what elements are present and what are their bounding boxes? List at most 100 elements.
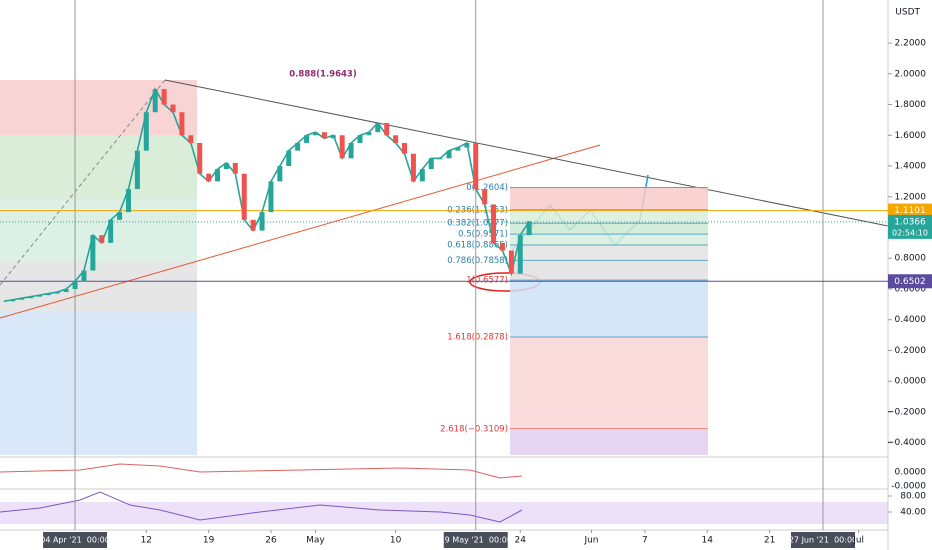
- fib-zone: [510, 223, 708, 235]
- candle: [410, 153, 416, 182]
- x-tick-label: 19: [203, 536, 215, 546]
- price-label: 1.0366: [894, 217, 926, 227]
- fib-zone: [510, 234, 708, 245]
- candle: [206, 173, 212, 182]
- candle: [393, 135, 399, 143]
- candle: [188, 135, 194, 143]
- y-tick-label: −0.4000: [887, 438, 926, 448]
- x-tick-label: 14: [702, 536, 714, 546]
- annotation: 0.888(1.9643): [289, 70, 357, 80]
- candle: [36, 295, 42, 297]
- price-tag: [888, 214, 932, 239]
- y-tick-label: 0.0000: [895, 377, 927, 387]
- candle: [304, 135, 310, 143]
- x-tick-label: Jun: [583, 536, 598, 546]
- candle: [223, 162, 229, 170]
- x-tick-label: 21: [764, 536, 775, 546]
- candle: [277, 166, 283, 182]
- x-label-box: [791, 532, 856, 548]
- oscillator: [0, 463, 523, 479]
- candle: [170, 104, 176, 113]
- x-tick-label: 27 Jun '21 00:00: [789, 536, 857, 545]
- candle: [321, 132, 327, 139]
- candle: [215, 169, 221, 182]
- price-label: 1.1101: [894, 206, 926, 216]
- candle: [482, 189, 488, 205]
- candle: [312, 132, 318, 136]
- fib-zone: [0, 200, 197, 262]
- candle: [517, 235, 523, 274]
- rsi-tick-label: 40.00: [900, 508, 926, 518]
- candle: [250, 219, 256, 231]
- y-tick-label: 0.4000: [895, 315, 927, 325]
- fib-label: 0.382(1.0277): [447, 219, 508, 229]
- currency: USDT: [895, 8, 920, 18]
- x-label-box: [443, 532, 508, 548]
- candle: [99, 235, 105, 243]
- x-tick-label: Jul: [852, 536, 864, 546]
- fib-label: 0(1.2604): [466, 183, 508, 193]
- candle: [428, 158, 434, 170]
- candle: [179, 112, 185, 136]
- candle: [161, 89, 167, 105]
- fib-zone: [0, 312, 197, 455]
- candle: [197, 142, 203, 174]
- candle: [357, 135, 363, 143]
- fib-label: 0.786(0.7858): [447, 256, 508, 266]
- fib-label: 1(0.6577): [466, 276, 508, 286]
- x-tick-label: May: [306, 536, 325, 546]
- rsi: [0, 491, 523, 523]
- candle: [54, 292, 60, 294]
- trendline: [0, 144, 601, 319]
- candle: [348, 142, 354, 159]
- candle: [330, 135, 336, 139]
- price-tag: [888, 274, 932, 289]
- candle: [72, 281, 78, 289]
- rsi-band: [0, 502, 888, 524]
- fib-zone: [510, 280, 708, 337]
- trendline: [164, 79, 889, 227]
- candle: [81, 270, 87, 282]
- candle: [28, 296, 34, 299]
- fib-zone: [510, 244, 708, 261]
- y-tick-label: 2.2000: [895, 39, 927, 49]
- x-tick-label: 24: [515, 536, 527, 546]
- y-tick-label: 1.2000: [895, 192, 927, 202]
- fib-zone: [510, 209, 708, 224]
- fib-label: 1.618(0.2878): [447, 332, 508, 342]
- candle: [152, 89, 158, 113]
- x-tick-label: 10: [390, 536, 402, 546]
- candle: [108, 219, 114, 243]
- fib-zone: [0, 135, 197, 200]
- y-tick-label: 1.4000: [895, 162, 927, 172]
- candle: [508, 250, 514, 274]
- candle: [134, 150, 140, 190]
- candle: [499, 242, 505, 251]
- candle: [268, 181, 274, 213]
- candle: [90, 235, 96, 271]
- fib-label: 0.618(0.8865): [447, 240, 508, 250]
- candle: [526, 221, 532, 236]
- fib-zone: [510, 336, 708, 430]
- candle: [375, 122, 381, 133]
- fib-label: 2.618(−0.3109): [440, 425, 508, 435]
- x-tick-label: 12: [141, 536, 152, 546]
- fib-zone: [510, 260, 708, 281]
- x-tick-label: 19 May '21 00:00: [440, 536, 512, 545]
- candle: [402, 142, 408, 154]
- y-tick-label: 0.8000: [895, 254, 927, 264]
- trendline: [0, 79, 166, 286]
- candle: [437, 158, 443, 160]
- candle: [143, 112, 149, 151]
- candle: [259, 212, 265, 231]
- price-tag: [888, 203, 932, 218]
- candle: [491, 204, 497, 243]
- candle: [45, 293, 51, 296]
- rsi-tick-label: 80.00: [900, 492, 926, 502]
- fib-label: 0.5(0.9571): [458, 230, 508, 240]
- y-tick-label: −0.2000: [887, 407, 926, 417]
- x-label-box: [43, 532, 108, 548]
- countdown: 02:54:10: [892, 228, 928, 237]
- x-tick-label: 26: [265, 536, 277, 546]
